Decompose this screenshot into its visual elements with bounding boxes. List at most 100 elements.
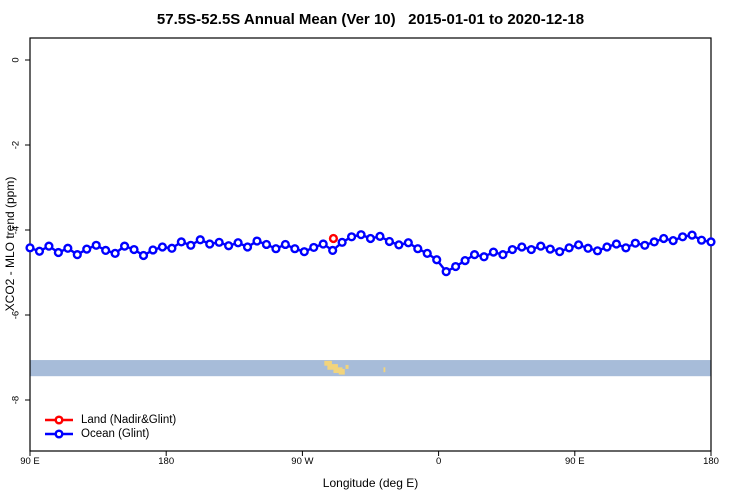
legend-item-land: Land (Nadir&Glint) <box>44 413 176 427</box>
ocean-data-point <box>659 233 669 244</box>
ocean-data-point <box>687 230 697 240</box>
ocean-data-point <box>394 240 404 250</box>
ocean-data-point <box>148 245 158 255</box>
ocean-data-point <box>555 247 565 257</box>
y-tick-label: -8 <box>10 395 22 405</box>
ocean-data-point <box>214 237 224 247</box>
x-tick-label: 180 <box>158 456 175 467</box>
ocean-data-point <box>573 240 584 250</box>
ocean-data-point <box>63 243 73 253</box>
ocean-data-point <box>621 243 631 253</box>
ocean-data-point <box>91 240 101 250</box>
ocean-data-point <box>517 242 527 252</box>
ocean-data-point <box>536 241 546 251</box>
y-tick-label: 0 <box>10 57 22 63</box>
map-band-land-spot <box>338 368 345 375</box>
ocean-data-point <box>488 247 499 257</box>
ocean-data-point <box>280 239 290 250</box>
ocean-data-point <box>138 250 149 261</box>
y-tick-label: -6 <box>10 310 22 320</box>
ocean-data-point <box>451 261 461 272</box>
ocean-data-point <box>365 233 376 244</box>
land-data-point <box>328 233 339 244</box>
ocean-data-point <box>44 241 54 251</box>
land-series-symbol <box>45 415 73 425</box>
ocean-data-point <box>668 236 678 246</box>
ocean-data-point <box>640 240 650 250</box>
map-band-land-spot <box>324 360 332 366</box>
ocean-data-point <box>290 244 300 254</box>
legend-label-land: Land (Nadir&Glint) <box>81 414 177 426</box>
ocean-data-point <box>186 240 196 250</box>
ocean-data-point <box>129 244 139 255</box>
ocean-data-point <box>34 246 45 256</box>
ocean-data-point <box>384 236 395 247</box>
ocean-data-point <box>526 244 536 255</box>
ocean-data-point <box>696 235 707 245</box>
ocean-data-point <box>441 267 451 277</box>
x-tick-label: 90 W <box>291 456 314 467</box>
ocean-data-point <box>318 239 328 249</box>
ocean-data-point <box>309 242 319 253</box>
ocean-data-point <box>119 241 130 251</box>
legend-item-ocean: Ocean (Glint) <box>44 427 176 441</box>
ocean-data-point <box>469 250 480 260</box>
ocean-data-point <box>261 239 272 250</box>
ocean-data-point <box>82 244 92 254</box>
ocean-data-point <box>706 237 716 247</box>
ocean-data-point <box>507 244 517 255</box>
ocean-data-point <box>101 245 111 256</box>
ocean-data-point <box>460 256 470 266</box>
x-tick-label: 180 <box>703 456 719 467</box>
ocean-data-point <box>224 241 234 251</box>
x-tick-label: 90 E <box>565 456 585 467</box>
ocean-data-point <box>630 238 640 248</box>
ocean-data-point <box>403 238 413 248</box>
ocean-data-point <box>498 250 508 260</box>
ocean-data-point <box>479 252 489 262</box>
map-band-land-spot <box>327 364 338 370</box>
legend: Land (Nadir&Glint) Ocean (Glint) <box>44 413 176 441</box>
ocean-data-point <box>233 238 243 248</box>
x-tick-label: 90 E <box>20 456 40 467</box>
ocean-data-point <box>564 243 574 253</box>
ocean-data-point <box>328 245 338 256</box>
ocean-data-point <box>432 255 442 265</box>
ocean-data-point <box>602 242 612 252</box>
ocean-data-point <box>356 230 366 240</box>
ocean-data-point <box>271 244 281 254</box>
chart-title: 57.5S-52.5S Annual Mean (Ver 10) 2015-01… <box>156 11 585 28</box>
map-band-land-spot <box>383 367 386 373</box>
ocean-data-point <box>252 236 262 246</box>
ocean-data-point <box>72 250 82 260</box>
ocean-data-point <box>611 239 622 249</box>
ocean-data-point <box>375 231 385 241</box>
ocean-data-point <box>413 244 423 254</box>
y-axis-label: XCO2 - MLO trend (ppm) <box>3 176 17 312</box>
ocean-data-point <box>649 237 659 247</box>
ocean-data-point <box>583 243 593 253</box>
legend-label-ocean: Ocean (Glint) <box>81 428 150 440</box>
x-axis-label: Longitude (deg E) <box>322 476 419 490</box>
map-band-land-spot <box>333 367 343 373</box>
x-tick-label: 0 <box>435 456 442 467</box>
ocean-data-point <box>678 232 688 242</box>
ocean-data-point <box>242 242 253 252</box>
ocean-data-point <box>346 232 357 242</box>
ocean-series-symbol <box>45 429 73 439</box>
ocean-data-point <box>337 237 347 247</box>
ocean-data-point <box>110 248 120 258</box>
ocean-data-point <box>422 248 432 258</box>
ocean-data-point <box>167 243 177 253</box>
ocean-data-point <box>176 237 186 247</box>
ocean-data-point <box>299 247 309 257</box>
ocean-data-point <box>195 235 205 245</box>
map-band-land-spot <box>345 364 349 369</box>
ocean-data-point <box>53 247 63 258</box>
ocean-data-point <box>25 243 35 253</box>
y-tick-label: -4 <box>10 225 22 235</box>
y-tick-label: -2 <box>10 140 22 150</box>
ocean-data-point <box>592 246 603 256</box>
